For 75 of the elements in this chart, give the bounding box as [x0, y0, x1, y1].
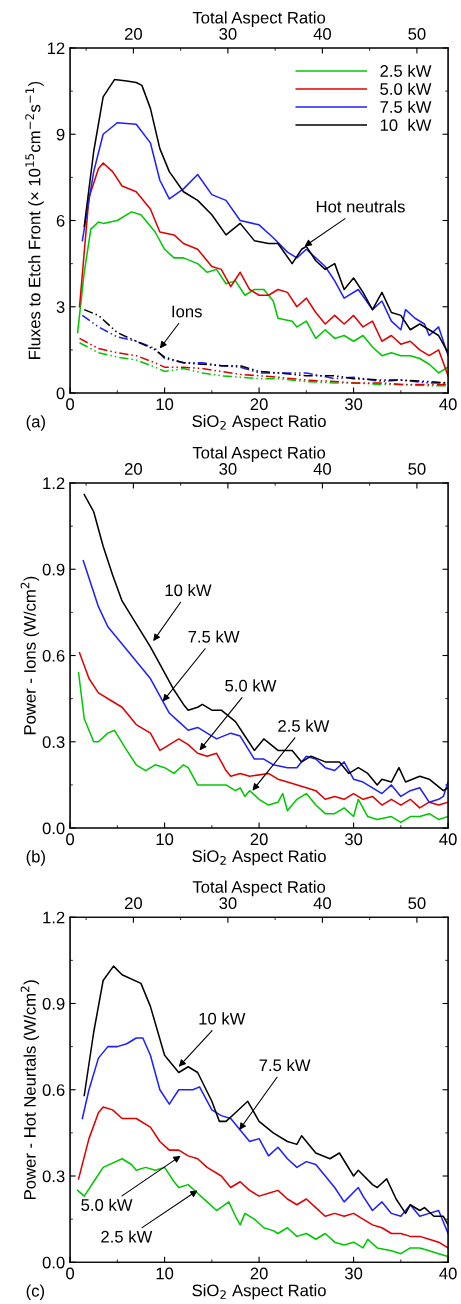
x-tick-label: 30	[344, 398, 363, 411]
annotation: Ions	[172, 305, 202, 318]
legend-label: 5.0 kW	[380, 82, 432, 95]
y-tick-label: 0.0	[42, 822, 65, 835]
x2-tick-label: 30	[219, 28, 237, 40]
y-tick-label: 12	[47, 42, 65, 55]
y-tick-label: 9	[56, 128, 65, 141]
annotation: 2.5 kW	[101, 1230, 153, 1243]
x-axis-title: SiO$_{2}$ Aspect Ratio	[192, 849, 326, 866]
y-tick-label: 0.3	[42, 736, 65, 748]
x2-tick-label: 20	[124, 897, 143, 910]
x-tick-label: 10	[156, 833, 174, 846]
x2-tick-label: 40	[313, 463, 332, 475]
y-axis-title: Power - Hot Neurtals (W/cm$^{2}$)	[20, 980, 40, 1199]
annotation: 10 kW	[165, 583, 212, 597]
x-tick-label: 0	[66, 1267, 75, 1280]
annotation: 7.5 kW	[188, 630, 240, 643]
x-tick-label: 20	[250, 833, 268, 846]
text: (c)	[26, 1284, 45, 1301]
x2-axis-title: Total Aspect Ratio	[192, 446, 326, 462]
x2-tick-label: 50	[408, 28, 426, 40]
x-tick-label: 40	[439, 1267, 457, 1280]
x-tick-label: 0	[66, 833, 75, 846]
x2-tick-label: 30	[219, 463, 237, 475]
y-tick-label: 0.0	[42, 1256, 65, 1269]
x-tick-label: 10	[156, 398, 174, 411]
x-tick-label: 40	[439, 833, 457, 846]
x2-tick-label: 40	[313, 28, 332, 40]
y-tick-label: 0.6	[42, 1084, 65, 1096]
legend-label: 2.5 kW	[380, 64, 432, 77]
x2-tick-label: 40	[313, 897, 332, 910]
y-tick-label: 0.3	[42, 1170, 65, 1183]
line-series	[77, 1106, 449, 1249]
y-tick-label: 0.6	[42, 649, 65, 662]
x-tick-label: 30	[344, 833, 363, 846]
x2-tick-label: 20	[124, 463, 143, 475]
line-series	[78, 162, 449, 377]
annotation: Hot neutrals	[316, 200, 405, 213]
x-tick-label: 40	[439, 398, 457, 411]
annotation: 5.0 kW	[81, 1198, 133, 1211]
y-tick-label: 3	[56, 301, 65, 313]
line-series	[77, 672, 449, 824]
x-tick-label: 0	[66, 398, 75, 411]
legend-label: 10 kW	[380, 118, 432, 132]
y-tick-label: 0.9	[42, 563, 65, 576]
y-tick-label: 0	[56, 387, 65, 400]
line-series	[82, 559, 449, 803]
y-tick-label: 1.2	[43, 911, 65, 924]
y-axis-title: Power - Ions (W/cm$^{2}$)	[20, 576, 40, 735]
text: (a)	[26, 415, 45, 431]
line-series	[78, 651, 449, 809]
x2-axis-title: Total Aspect Ratio	[192, 880, 326, 897]
x2-tick-label: 20	[124, 28, 143, 40]
x-tick-label: 20	[250, 398, 268, 411]
x2-tick-label: 30	[219, 897, 237, 910]
annotation: 2.5 kW	[278, 719, 330, 732]
x-axis-title: SiO$_{2}$ Aspect Ratio	[192, 414, 326, 431]
x2-tick-label: 50	[408, 463, 426, 475]
legend-label: 7.5 kW	[380, 100, 432, 113]
x2-axis-title: Total Aspect Ratio	[192, 11, 326, 27]
text: (b)	[26, 850, 45, 866]
x-tick-label: 20	[250, 1267, 268, 1280]
y-tick-label: 1.2	[43, 477, 65, 490]
line-series	[76, 1157, 449, 1258]
x-tick-label: 30	[344, 1267, 363, 1280]
annotation: 5.0 kW	[225, 679, 277, 692]
x2-tick-label: 50	[408, 897, 426, 910]
x-tick-label: 10	[156, 1267, 174, 1280]
annotation: 10 kW	[199, 1012, 246, 1025]
line-series	[76, 211, 449, 374]
y-tick-label: 0.9	[42, 997, 65, 1010]
annotation: 7.5 kW	[259, 1058, 311, 1072]
y-axis-title: Fluxes to Etch Front (× 10$^{15}$cm$^{−2}$s$^{−1}$)	[25, 81, 44, 359]
x-axis-title: SiO$_{2}$ Aspect Ratio	[192, 1284, 326, 1300]
y-tick-label: 6	[56, 214, 65, 227]
